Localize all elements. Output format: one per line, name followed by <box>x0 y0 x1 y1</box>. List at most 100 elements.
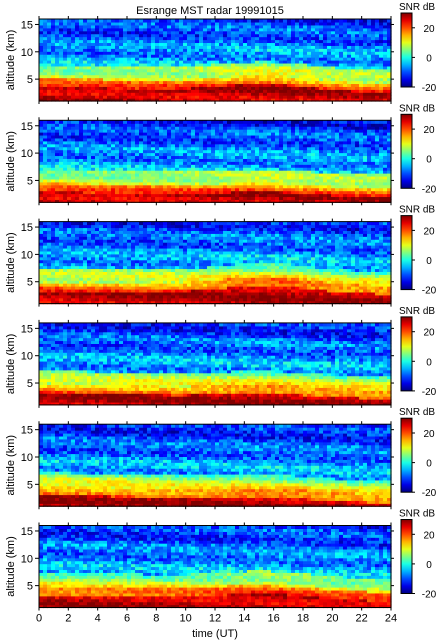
heatmap-cell <box>95 92 100 96</box>
heatmap-cell <box>379 54 384 58</box>
heatmap-cell <box>111 98 116 102</box>
heatmap-cell <box>171 120 176 124</box>
heatmap-cell <box>71 152 76 157</box>
heatmap-cell <box>303 30 308 35</box>
heatmap-cell <box>63 152 68 157</box>
heatmap-cell <box>131 137 136 142</box>
heatmap-cell <box>79 27 84 32</box>
heatmap-cell <box>71 74 76 79</box>
heatmap-cell <box>87 33 92 38</box>
heatmap-cell <box>247 120 252 124</box>
heatmap-cell <box>219 57 224 61</box>
heatmap-cell <box>311 39 316 44</box>
heatmap-cell <box>71 149 76 154</box>
heatmap-cell <box>287 19 292 23</box>
heatmap-cell <box>247 65 252 70</box>
heatmap-cell <box>87 39 92 44</box>
heatmap-cell <box>55 152 60 157</box>
heatmap-cell <box>319 27 324 32</box>
heatmap-cell <box>183 95 188 99</box>
heatmap-cell <box>39 152 44 157</box>
heatmap-cell <box>131 126 136 130</box>
heatmap-cell <box>71 161 76 165</box>
heatmap-cell <box>183 71 188 76</box>
heatmap-cell <box>227 80 232 85</box>
heatmap-cell <box>111 137 116 142</box>
heatmap-cell <box>79 134 84 139</box>
heatmap-cell <box>183 65 188 70</box>
heatmap-cell <box>75 134 80 139</box>
heatmap-cell <box>55 86 60 90</box>
heatmap-cell <box>147 190 152 195</box>
heatmap-cell <box>147 57 152 61</box>
heatmap-cell <box>275 51 280 55</box>
heatmap-cell <box>79 86 84 90</box>
heatmap-cell <box>195 62 200 67</box>
heatmap-cell <box>159 36 164 41</box>
heatmap-cell <box>43 45 48 49</box>
heatmap-cell <box>163 21 168 26</box>
heatmap-cell <box>379 21 384 26</box>
heatmap-cell <box>55 98 60 102</box>
heatmap-cell <box>127 126 132 130</box>
heatmap-cell <box>43 39 48 44</box>
heatmap-cell <box>111 54 116 58</box>
heatmap-cell <box>151 175 156 180</box>
heatmap-cell <box>67 60 72 64</box>
heatmap-cell <box>211 62 216 67</box>
heatmap-cell <box>315 42 320 46</box>
heatmap-cell <box>159 152 164 157</box>
heatmap-cell <box>67 181 72 186</box>
heatmap-cell <box>139 45 144 49</box>
heatmap-cell <box>39 129 44 133</box>
heatmap-cell <box>51 178 56 183</box>
heatmap-cell <box>99 184 104 189</box>
heatmap-cell <box>387 21 392 26</box>
heatmap-cell <box>175 60 180 64</box>
heatmap-cell <box>295 30 300 35</box>
heatmap-cell <box>231 80 236 85</box>
heatmap-cell <box>387 89 392 93</box>
heatmap-cell <box>299 45 304 49</box>
heatmap-cell <box>319 21 324 26</box>
heatmap-cell <box>119 120 124 124</box>
heatmap-cell <box>315 60 320 64</box>
heatmap-cell <box>299 62 304 67</box>
heatmap-cell <box>107 74 112 79</box>
heatmap-cell <box>331 92 336 96</box>
heatmap-cell <box>139 19 144 23</box>
heatmap-cell <box>271 71 276 76</box>
heatmap-cell <box>291 80 296 85</box>
heatmap-cell <box>59 158 64 162</box>
heatmap-cell <box>247 95 252 99</box>
heatmap-cell <box>179 24 184 29</box>
heatmap-cell <box>63 65 68 70</box>
heatmap-cell <box>51 54 56 58</box>
heatmap-cell <box>339 83 344 87</box>
heatmap-cell <box>239 39 244 44</box>
heatmap-cell <box>239 33 244 38</box>
heatmap-cell <box>263 77 268 82</box>
heatmap-cell <box>127 60 132 64</box>
heatmap-cell <box>107 68 112 73</box>
heatmap-cell <box>55 89 60 93</box>
heatmap-cell <box>135 48 140 52</box>
heatmap-cell <box>127 98 132 102</box>
heatmap-cell <box>51 80 56 85</box>
heatmap-cell <box>79 62 84 67</box>
heatmap-cell <box>135 65 140 70</box>
heatmap-cell <box>75 30 80 35</box>
heatmap-cell <box>171 45 176 49</box>
heatmap-cell <box>335 92 340 96</box>
heatmap-cell <box>199 48 204 52</box>
heatmap-cell <box>95 175 100 180</box>
heatmap-cell <box>143 54 148 58</box>
heatmap-cell <box>255 45 260 49</box>
heatmap-cell <box>151 132 156 136</box>
heatmap-cell <box>339 77 344 82</box>
heatmap-cell <box>51 95 56 99</box>
heatmap-cell <box>383 95 388 99</box>
heatmap-cell <box>255 62 260 67</box>
heatmap-cell <box>179 68 184 73</box>
heatmap-cell <box>47 21 52 26</box>
